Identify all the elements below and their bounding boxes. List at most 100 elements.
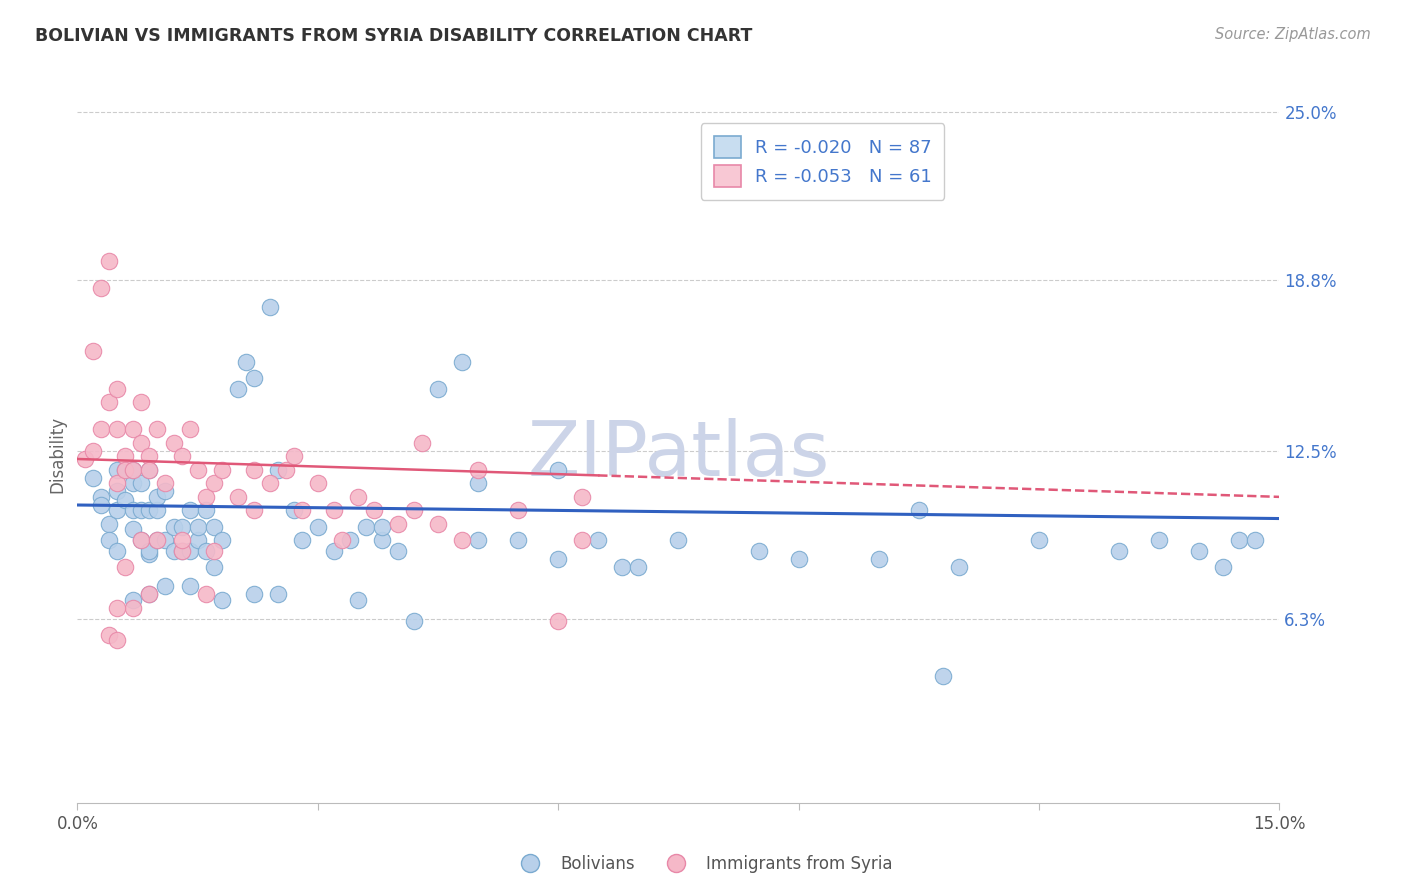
Point <box>146 533 169 548</box>
Point <box>90 422 112 436</box>
Point <box>114 560 136 574</box>
Point <box>868 552 890 566</box>
Point <box>162 435 184 450</box>
Point <box>1229 533 1251 548</box>
Point <box>908 503 931 517</box>
Point <box>467 533 489 548</box>
Point <box>122 503 145 517</box>
Point <box>122 476 145 491</box>
Point <box>402 615 425 629</box>
Legend: Bolivians, Immigrants from Syria: Bolivians, Immigrants from Syria <box>506 848 900 880</box>
Point <box>291 533 314 548</box>
Point <box>114 463 136 477</box>
Point <box>90 490 112 504</box>
Point <box>98 533 121 548</box>
Point <box>82 471 104 485</box>
Point <box>114 492 136 507</box>
Point <box>90 498 112 512</box>
Point <box>90 281 112 295</box>
Point <box>187 533 209 548</box>
Point <box>932 668 955 682</box>
Point <box>98 254 121 268</box>
Point <box>122 463 145 477</box>
Point <box>138 547 160 561</box>
Point <box>1108 544 1130 558</box>
Point <box>259 476 281 491</box>
Point <box>202 544 225 558</box>
Point <box>131 435 153 450</box>
Point <box>307 519 329 533</box>
Point <box>427 516 450 531</box>
Point <box>1149 533 1171 548</box>
Point <box>242 371 264 385</box>
Point <box>146 533 169 548</box>
Point <box>322 544 344 558</box>
Text: ZIPatlas: ZIPatlas <box>527 418 830 491</box>
Point <box>75 452 97 467</box>
Point <box>98 628 121 642</box>
Point <box>107 463 129 477</box>
Point <box>202 519 225 533</box>
Point <box>627 560 650 574</box>
Point <box>138 587 160 601</box>
Point <box>107 503 129 517</box>
Point <box>107 633 129 648</box>
Point <box>211 463 233 477</box>
Point <box>259 301 281 315</box>
Point <box>387 544 409 558</box>
Point <box>162 519 184 533</box>
Point <box>107 484 129 499</box>
Point <box>114 463 136 477</box>
Point <box>122 422 145 436</box>
Point <box>179 503 201 517</box>
Point <box>146 422 169 436</box>
Point <box>387 516 409 531</box>
Point <box>571 490 593 504</box>
Point <box>107 476 129 491</box>
Point <box>547 463 569 477</box>
Point <box>98 516 121 531</box>
Point <box>451 533 474 548</box>
Point <box>211 592 233 607</box>
Point <box>122 463 145 477</box>
Point <box>82 343 104 358</box>
Point <box>146 503 169 517</box>
Point <box>131 476 153 491</box>
Point <box>155 579 177 593</box>
Point <box>194 544 217 558</box>
Point <box>267 587 290 601</box>
Point <box>226 490 249 504</box>
Point <box>787 552 810 566</box>
Point <box>107 544 129 558</box>
Point <box>194 503 217 517</box>
Point <box>339 533 361 548</box>
Point <box>363 503 385 517</box>
Point <box>194 490 217 504</box>
Point <box>98 395 121 409</box>
Point <box>235 354 257 368</box>
Y-axis label: Disability: Disability <box>48 417 66 493</box>
Point <box>131 503 153 517</box>
Point <box>354 519 377 533</box>
Point <box>82 443 104 458</box>
Point <box>274 463 297 477</box>
Point <box>748 544 770 558</box>
Point <box>170 519 193 533</box>
Point <box>347 490 370 504</box>
Point <box>467 476 489 491</box>
Legend: R = -0.020   N = 87, R = -0.053   N = 61: R = -0.020 N = 87, R = -0.053 N = 61 <box>700 123 945 200</box>
Point <box>131 533 153 548</box>
Point <box>131 395 153 409</box>
Point <box>547 615 569 629</box>
Point <box>138 544 160 558</box>
Point <box>138 463 160 477</box>
Point <box>571 533 593 548</box>
Point <box>202 560 225 574</box>
Point <box>138 463 160 477</box>
Point <box>138 503 160 517</box>
Point <box>155 476 177 491</box>
Point <box>467 463 489 477</box>
Point <box>508 533 530 548</box>
Point <box>1212 560 1234 574</box>
Point <box>371 533 394 548</box>
